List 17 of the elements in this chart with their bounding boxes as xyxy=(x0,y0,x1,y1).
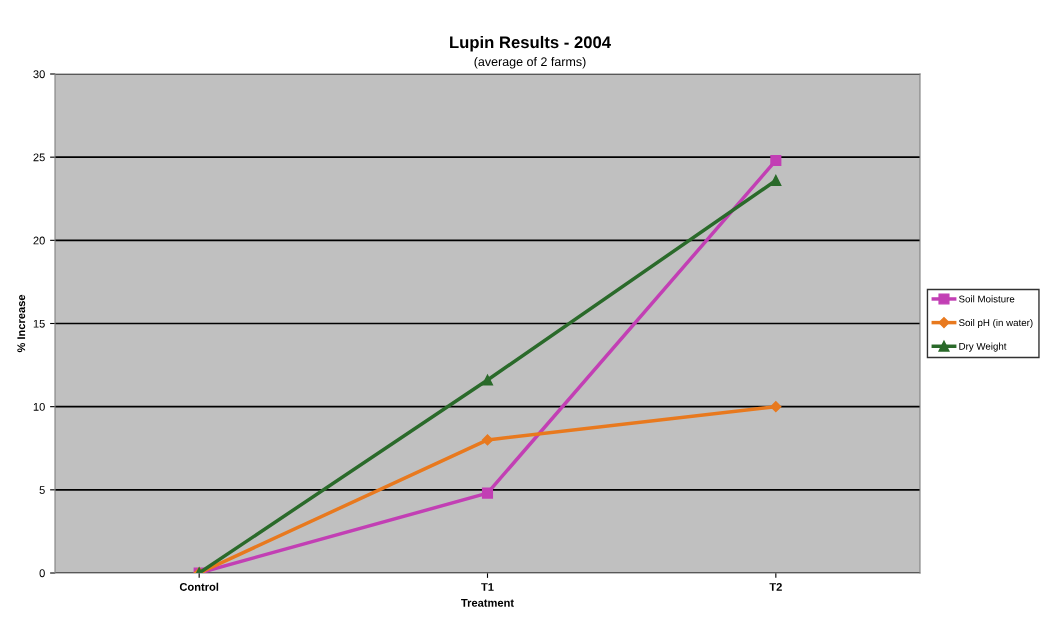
legend-label: Dry Weight xyxy=(959,342,1007,352)
y-tick-label: 10 xyxy=(33,402,45,411)
legend-label: Soil Moisture xyxy=(959,295,1015,303)
legend-label: Soil pH (in water) xyxy=(959,318,1033,329)
y-tick-label: 5 xyxy=(39,486,45,494)
y-tick-label: 0 xyxy=(39,569,45,578)
x-tick-label: Control xyxy=(179,582,219,591)
y-axis-title: % Increase xyxy=(17,294,26,353)
y-tick-label: 15 xyxy=(33,319,45,328)
y-tick-label: 20 xyxy=(33,236,45,245)
x-tick-label: T1 xyxy=(481,583,494,591)
y-tick-label: 30 xyxy=(33,70,45,79)
x-axis-title: Treatment xyxy=(461,599,514,607)
y-tick-label: 25 xyxy=(33,153,45,162)
chart-subtitle: (average of 2 farms) xyxy=(474,56,586,69)
x-tick-label: T2 xyxy=(769,583,782,591)
chart-title: Lupin Results - 2004 xyxy=(450,35,611,52)
